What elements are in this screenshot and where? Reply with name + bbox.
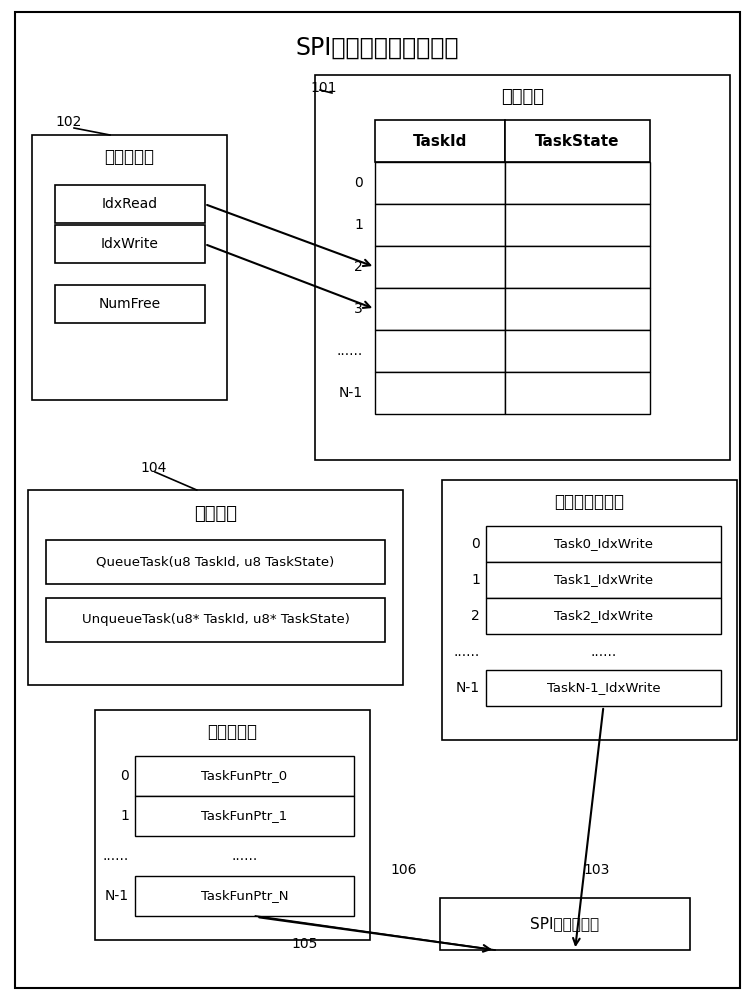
- Text: NumFree: NumFree: [98, 297, 161, 311]
- Text: ......: ......: [231, 849, 257, 863]
- Text: 队列操作: 队列操作: [194, 505, 237, 523]
- Text: SPI运行状态字: SPI运行状态字: [531, 916, 599, 932]
- Bar: [486, 598, 721, 634]
- Text: QueueTask(u8 TaskId, u8 TaskState): QueueTask(u8 TaskId, u8 TaskState): [97, 556, 334, 568]
- Bar: [486, 670, 721, 706]
- Bar: [375, 246, 505, 288]
- Bar: [46, 540, 385, 584]
- Bar: [135, 876, 354, 916]
- Text: 106: 106: [390, 863, 417, 877]
- Bar: [505, 204, 650, 246]
- Bar: [375, 120, 505, 162]
- Text: TaskFunPtr_N: TaskFunPtr_N: [201, 890, 288, 902]
- Text: 105: 105: [291, 937, 318, 951]
- Text: 队列信息表: 队列信息表: [104, 148, 155, 166]
- Bar: [54, 225, 205, 263]
- Text: ......: ......: [337, 344, 363, 358]
- Text: TaskState: TaskState: [535, 133, 620, 148]
- Text: Task2_IdxWrite: Task2_IdxWrite: [554, 609, 653, 622]
- Text: 1: 1: [471, 573, 480, 587]
- Text: IdxWrite: IdxWrite: [100, 237, 159, 251]
- Text: 103: 103: [583, 863, 609, 877]
- Text: 0: 0: [354, 176, 363, 190]
- Text: 0: 0: [471, 537, 480, 551]
- Bar: [95, 710, 370, 940]
- Bar: [505, 372, 650, 414]
- Bar: [375, 372, 505, 414]
- Text: Task0_IdxWrite: Task0_IdxWrite: [554, 538, 653, 550]
- Text: 1: 1: [354, 218, 363, 232]
- Bar: [375, 204, 505, 246]
- Text: TaskId: TaskId: [413, 133, 467, 148]
- Text: 活动任务状态表: 活动任务状态表: [554, 493, 624, 511]
- Bar: [28, 490, 403, 685]
- Text: TaskFunPtr_0: TaskFunPtr_0: [202, 770, 288, 782]
- Bar: [46, 598, 385, 642]
- Bar: [486, 526, 721, 562]
- Bar: [505, 246, 650, 288]
- Text: IdxRead: IdxRead: [101, 197, 158, 211]
- Bar: [442, 480, 737, 740]
- Bar: [505, 288, 650, 330]
- Bar: [375, 162, 505, 204]
- Bar: [440, 898, 690, 950]
- Text: SPI异步通信任务管理器: SPI异步通信任务管理器: [295, 36, 459, 60]
- Text: 104: 104: [140, 461, 166, 475]
- Text: 任务队列: 任务队列: [501, 88, 544, 106]
- Bar: [505, 330, 650, 372]
- Text: 102: 102: [55, 115, 82, 129]
- Text: N-1: N-1: [456, 681, 480, 695]
- Text: ......: ......: [103, 849, 129, 863]
- Text: TaskN-1_IdxWrite: TaskN-1_IdxWrite: [547, 682, 661, 694]
- Text: 1: 1: [120, 809, 129, 823]
- Text: 3: 3: [354, 302, 363, 316]
- Text: ......: ......: [454, 645, 480, 659]
- Text: TaskFunPtr_1: TaskFunPtr_1: [202, 810, 288, 822]
- Bar: [375, 288, 505, 330]
- Text: 0: 0: [120, 769, 129, 783]
- Bar: [486, 562, 721, 598]
- Bar: [54, 185, 205, 223]
- Text: 2: 2: [471, 609, 480, 623]
- Text: UnqueueTask(u8* TaskId, u8* TaskState): UnqueueTask(u8* TaskId, u8* TaskState): [82, 613, 350, 626]
- Bar: [32, 135, 227, 400]
- Text: 2: 2: [354, 260, 363, 274]
- Bar: [375, 330, 505, 372]
- Bar: [135, 756, 354, 796]
- Bar: [54, 285, 205, 323]
- Bar: [505, 162, 650, 204]
- Text: Task1_IdxWrite: Task1_IdxWrite: [554, 574, 653, 586]
- Bar: [135, 796, 354, 836]
- Bar: [315, 75, 730, 460]
- Text: 101: 101: [310, 81, 337, 95]
- Text: N-1: N-1: [339, 386, 363, 400]
- Text: N-1: N-1: [105, 889, 129, 903]
- Text: 任务函数表: 任务函数表: [208, 723, 257, 741]
- Text: ......: ......: [590, 645, 617, 659]
- Bar: [505, 120, 650, 162]
